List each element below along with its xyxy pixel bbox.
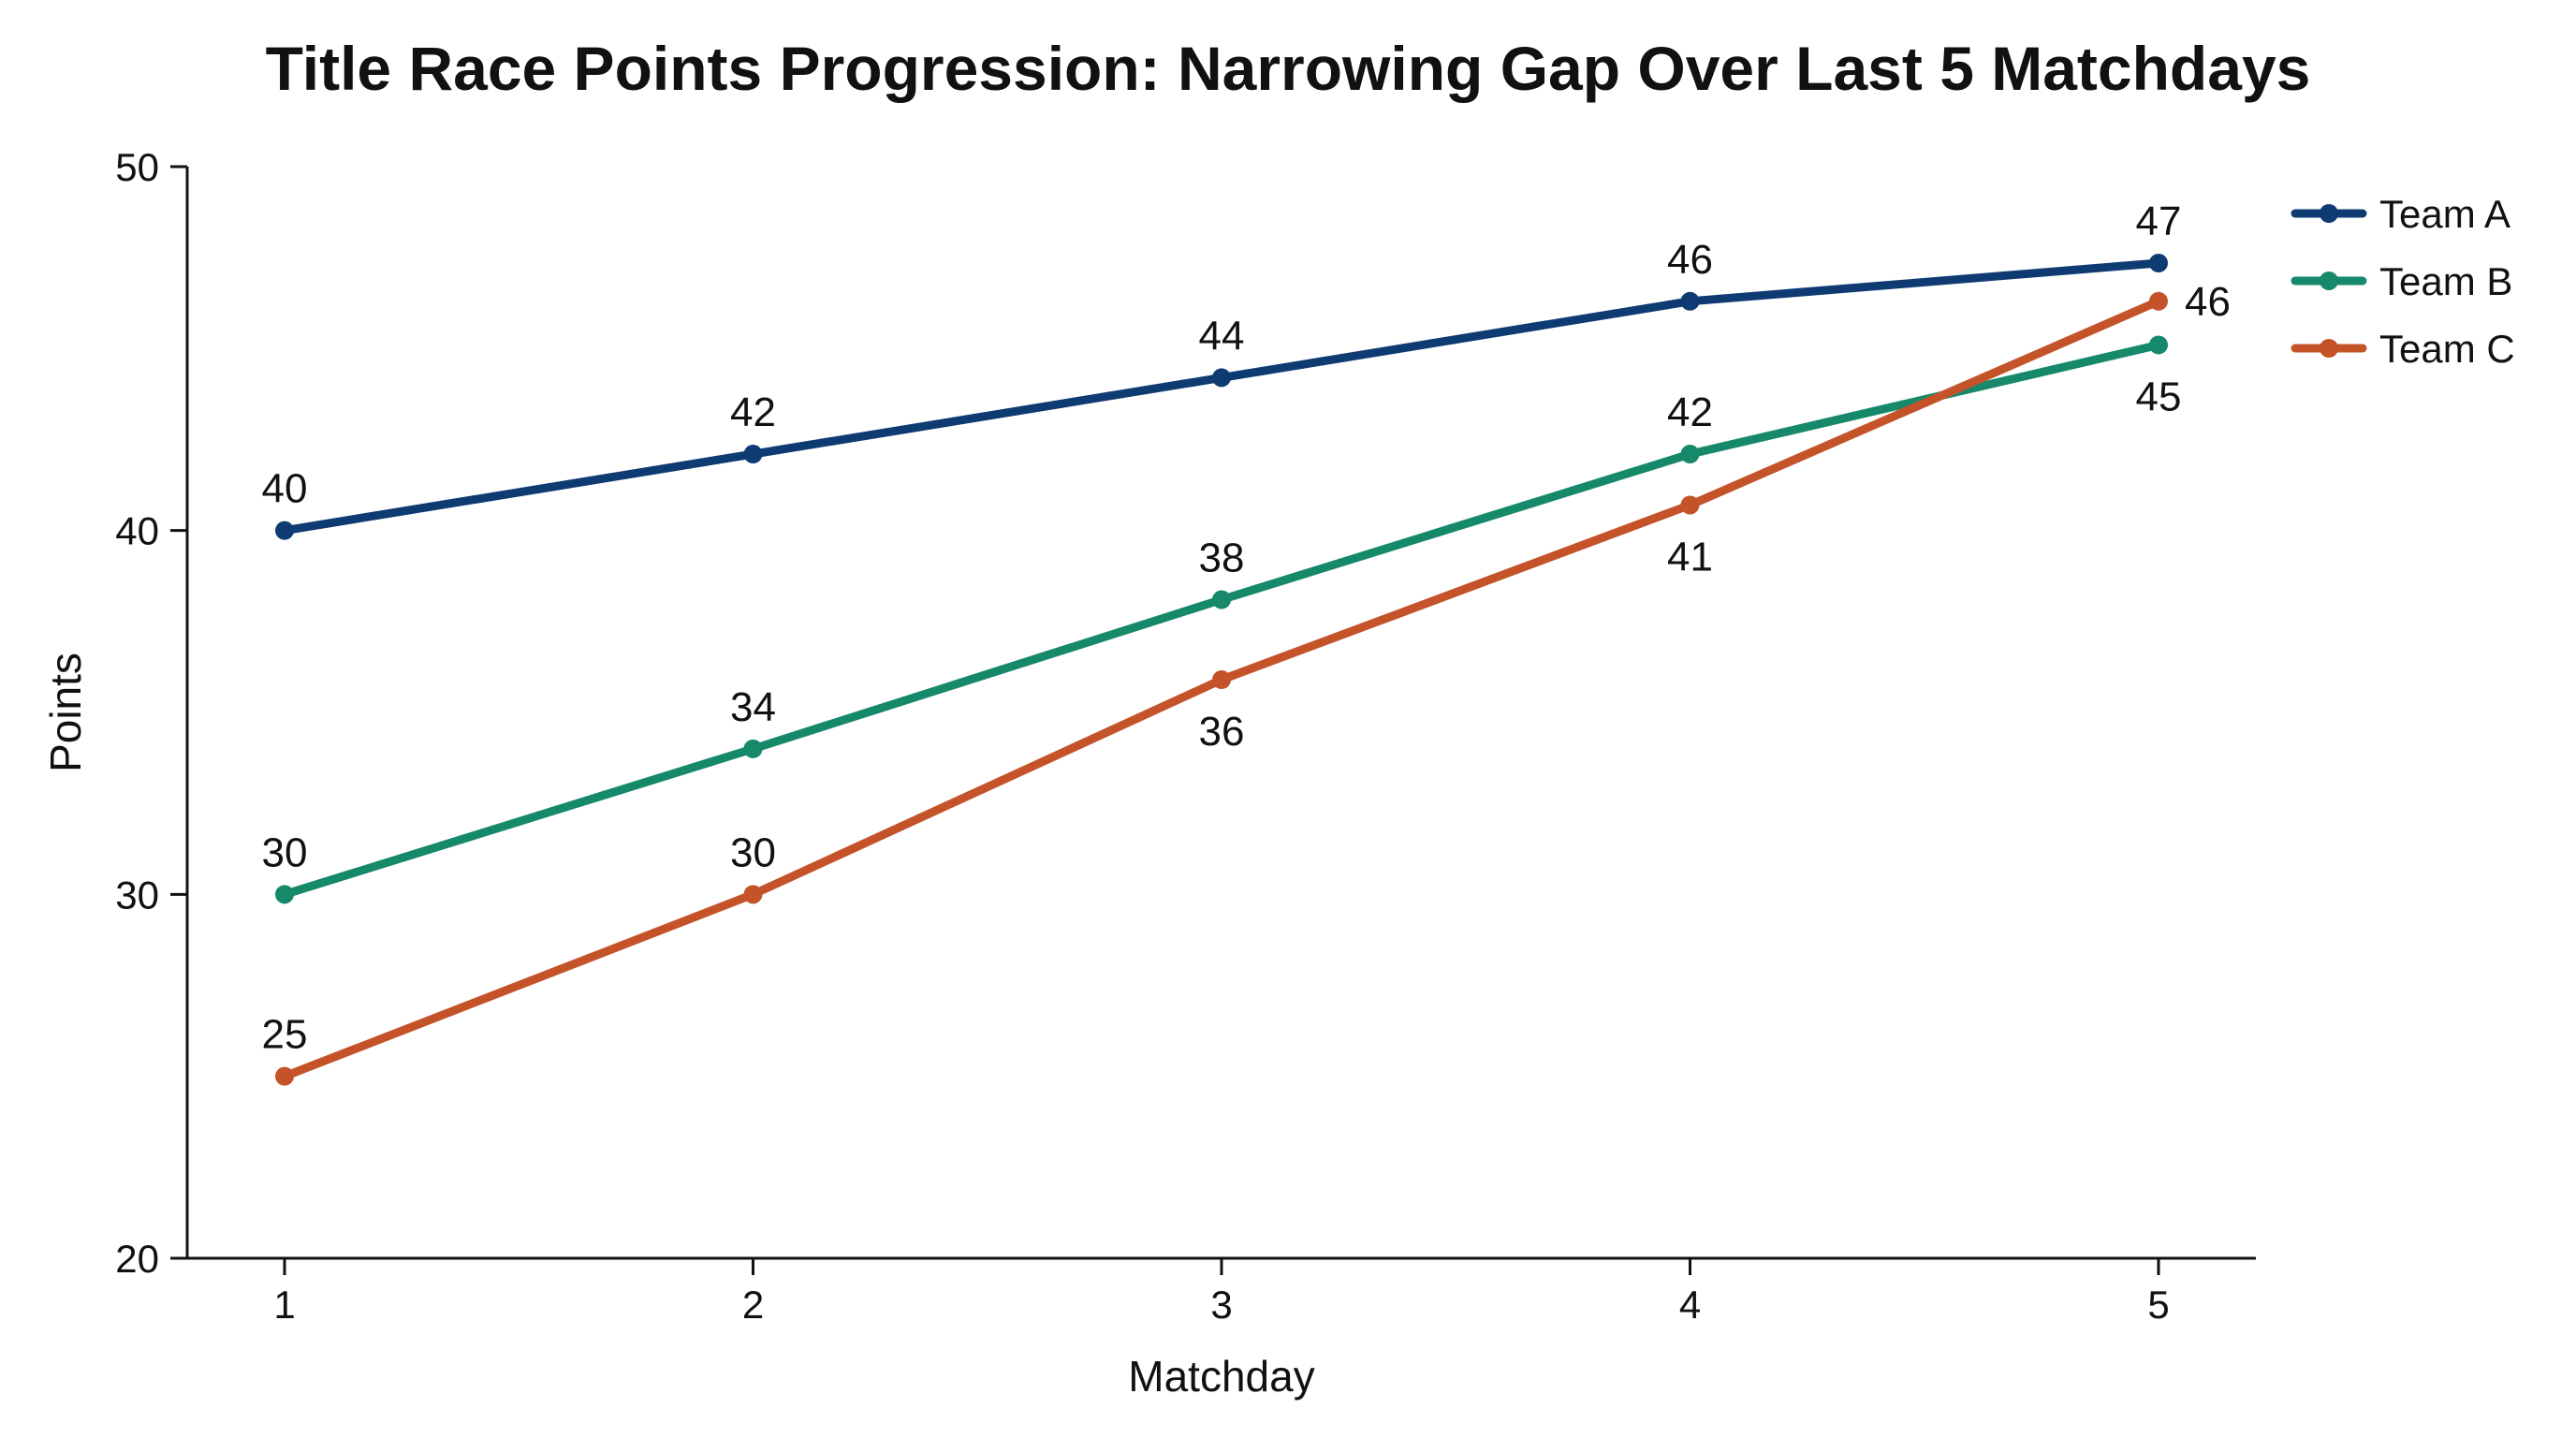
data-point-team-c <box>1212 670 1231 690</box>
legend-label: Team C <box>2379 327 2515 371</box>
data-point-team-a <box>1212 368 1231 388</box>
data-point-team-b <box>275 885 294 904</box>
data-label-team-b: 45 <box>2136 374 2182 419</box>
data-label-team-b: 34 <box>730 684 776 730</box>
data-point-team-a <box>743 445 763 464</box>
x-tick-label: 1 <box>273 1283 295 1327</box>
legend-marker <box>2320 204 2338 223</box>
legend-item-team-c: Team C <box>2291 327 2515 371</box>
x-tick-label: 5 <box>2147 1283 2169 1327</box>
data-point-team-c <box>2149 291 2168 311</box>
legend-label: Team B <box>2379 259 2512 303</box>
legend-marker <box>2320 271 2338 290</box>
legend-label: Team A <box>2379 192 2510 236</box>
data-point-team-b <box>1212 590 1231 609</box>
y-tick-label: 30 <box>115 873 159 917</box>
y-axis-label: Points <box>41 653 90 772</box>
x-tick-label: 3 <box>1210 1283 1232 1327</box>
x-axis-label: Matchday <box>1128 1352 1314 1401</box>
x-axis-ticks: 1 2 3 4 5 <box>273 1258 2170 1327</box>
data-label-team-c: 46 <box>2185 279 2231 325</box>
data-point-team-c <box>1680 495 1700 515</box>
data-point-team-a <box>275 521 294 540</box>
legend-item-team-a: Team A <box>2291 192 2510 236</box>
data-point-team-b <box>2149 335 2168 355</box>
data-label-team-a: 42 <box>730 389 776 435</box>
data-label-team-c: 25 <box>262 1012 308 1058</box>
y-axis-ticks: 20 30 40 50 <box>115 145 187 1281</box>
data-point-team-a <box>1680 291 1700 311</box>
data-point-team-b <box>743 739 763 758</box>
data-label-team-a: 47 <box>2136 198 2182 244</box>
data-point-team-a <box>2149 253 2168 272</box>
data-label-team-a: 40 <box>262 466 308 512</box>
data-label-team-b: 30 <box>262 829 308 875</box>
y-tick-label: 40 <box>115 509 159 553</box>
data-label-team-b: 38 <box>1199 536 1245 581</box>
legend: Team A Team B Team C <box>2291 192 2515 371</box>
data-point-team-c <box>743 885 763 904</box>
y-tick-label: 50 <box>115 145 159 189</box>
legend-marker <box>2320 339 2338 358</box>
data-label-team-c: 36 <box>1199 709 1245 755</box>
x-tick-label: 4 <box>1679 1283 1701 1327</box>
data-label-team-a: 44 <box>1199 313 1245 359</box>
series-layer <box>275 253 2168 1086</box>
data-label-team-c: 30 <box>730 829 776 875</box>
x-tick-label: 2 <box>742 1283 764 1327</box>
data-label-team-c: 41 <box>1667 534 1713 580</box>
legend-item-team-b: Team B <box>2291 259 2512 303</box>
data-point-team-b <box>1680 445 1700 464</box>
chart-title: Title Race Points Progression: Narrowing… <box>266 34 2311 103</box>
data-label-team-a: 46 <box>1667 237 1713 283</box>
data-point-team-c <box>275 1066 294 1086</box>
y-tick-label: 20 <box>115 1237 159 1281</box>
series-line-team-a <box>280 258 2163 536</box>
data-label-team-b: 42 <box>1667 389 1713 435</box>
